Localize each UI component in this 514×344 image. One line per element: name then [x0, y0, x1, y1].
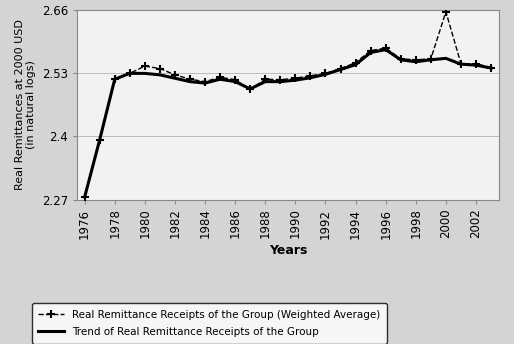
Trend of Real Remittance Receipts of the Group: [97, 138, 103, 142]
Real Remittance Receipts of the Group (Weighted Average): [142, 64, 148, 68]
Trend of Real Remittance Receipts of the Group: [172, 76, 178, 80]
Trend of Real Remittance Receipts of the Group: [232, 79, 238, 84]
Real Remittance Receipts of the Group (Weighted Average): [157, 66, 163, 71]
Real Remittance Receipts of the Group (Weighted Average): [368, 49, 374, 53]
Legend: Real Remittance Receipts of the Group (Weighted Average), Trend of Real Remittan: Real Remittance Receipts of the Group (W…: [32, 303, 387, 344]
Trend of Real Remittance Receipts of the Group: [217, 77, 223, 81]
Trend of Real Remittance Receipts of the Group: [247, 87, 253, 91]
Real Remittance Receipts of the Group (Weighted Average): [488, 65, 494, 69]
Trend of Real Remittance Receipts of the Group: [443, 56, 449, 61]
Real Remittance Receipts of the Group (Weighted Average): [307, 74, 314, 78]
Real Remittance Receipts of the Group (Weighted Average): [82, 195, 88, 199]
Real Remittance Receipts of the Group (Weighted Average): [428, 57, 434, 61]
Real Remittance Receipts of the Group (Weighted Average): [172, 73, 178, 77]
Real Remittance Receipts of the Group (Weighted Average): [247, 87, 253, 92]
Real Remittance Receipts of the Group (Weighted Average): [413, 58, 419, 62]
Trend of Real Remittance Receipts of the Group: [82, 195, 88, 199]
Real Remittance Receipts of the Group (Weighted Average): [126, 71, 133, 75]
Trend of Real Remittance Receipts of the Group: [473, 63, 479, 67]
Real Remittance Receipts of the Group (Weighted Average): [458, 62, 464, 66]
Real Remittance Receipts of the Group (Weighted Average): [337, 66, 343, 71]
Real Remittance Receipts of the Group (Weighted Average): [292, 76, 299, 80]
Trend of Real Remittance Receipts of the Group: [428, 58, 434, 62]
Trend of Real Remittance Receipts of the Group: [157, 73, 163, 77]
Trend of Real Remittance Receipts of the Group: [458, 62, 464, 66]
Trend of Real Remittance Receipts of the Group: [322, 72, 328, 76]
Trend of Real Remittance Receipts of the Group: [277, 79, 283, 84]
Real Remittance Receipts of the Group (Weighted Average): [382, 46, 389, 50]
Real Remittance Receipts of the Group (Weighted Average): [262, 77, 268, 81]
Trend of Real Remittance Receipts of the Group: [382, 47, 389, 52]
Real Remittance Receipts of the Group (Weighted Average): [217, 75, 223, 79]
Real Remittance Receipts of the Group (Weighted Average): [322, 71, 328, 75]
Trend of Real Remittance Receipts of the Group: [398, 58, 404, 62]
Trend of Real Remittance Receipts of the Group: [413, 60, 419, 64]
Real Remittance Receipts of the Group (Weighted Average): [187, 77, 193, 81]
Real Remittance Receipts of the Group (Weighted Average): [97, 138, 103, 142]
Trend of Real Remittance Receipts of the Group: [142, 71, 148, 75]
Real Remittance Receipts of the Group (Weighted Average): [202, 79, 208, 84]
Real Remittance Receipts of the Group (Weighted Average): [443, 10, 449, 14]
Real Remittance Receipts of the Group (Weighted Average): [232, 78, 238, 82]
Real Remittance Receipts of the Group (Weighted Average): [112, 77, 118, 81]
Line: Trend of Real Remittance Receipts of the Group: Trend of Real Remittance Receipts of the…: [85, 50, 491, 197]
Real Remittance Receipts of the Group (Weighted Average): [277, 78, 283, 82]
Trend of Real Remittance Receipts of the Group: [202, 81, 208, 85]
Trend of Real Remittance Receipts of the Group: [126, 71, 133, 75]
Y-axis label: Real Remittances at 2000 USD
(in natural logs): Real Remittances at 2000 USD (in natural…: [15, 20, 36, 190]
Trend of Real Remittance Receipts of the Group: [368, 51, 374, 55]
Trend of Real Remittance Receipts of the Group: [307, 76, 314, 80]
X-axis label: Years: Years: [269, 244, 307, 257]
Trend of Real Remittance Receipts of the Group: [187, 79, 193, 84]
Real Remittance Receipts of the Group (Weighted Average): [353, 61, 359, 65]
Trend of Real Remittance Receipts of the Group: [488, 66, 494, 70]
Real Remittance Receipts of the Group (Weighted Average): [473, 62, 479, 66]
Trend of Real Remittance Receipts of the Group: [262, 79, 268, 84]
Line: Real Remittance Receipts of the Group (Weighted Average): Real Remittance Receipts of the Group (W…: [81, 8, 495, 201]
Trend of Real Remittance Receipts of the Group: [353, 63, 359, 67]
Trend of Real Remittance Receipts of the Group: [112, 77, 118, 81]
Real Remittance Receipts of the Group (Weighted Average): [398, 57, 404, 61]
Trend of Real Remittance Receipts of the Group: [292, 78, 299, 82]
Trend of Real Remittance Receipts of the Group: [337, 67, 343, 72]
